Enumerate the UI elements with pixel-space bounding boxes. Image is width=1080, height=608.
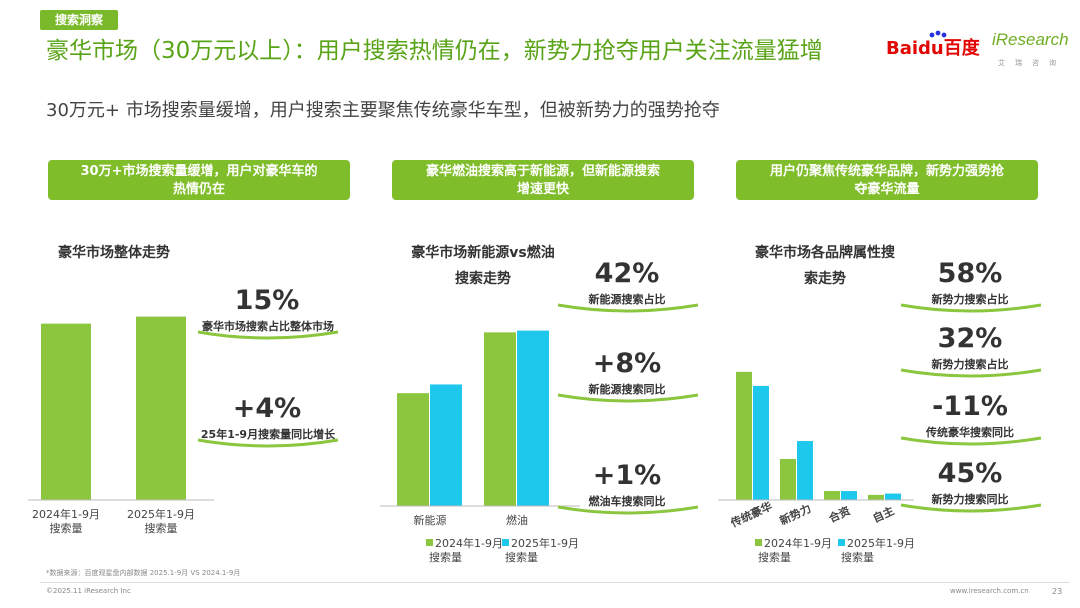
panel-2-stat-2-label: 新能源搜索同比 <box>588 383 666 396</box>
chart1-category-label-1: 2025年1-9月搜索量 <box>127 507 195 535</box>
panel-1-chart-title: 豪华市场整体走势 <box>58 245 170 261</box>
source-note: *数据来源：百度观星盘内部数据 2025.1-9月 VS 2024.1-9月 <box>46 569 241 577</box>
chart2-legend-label-0: 2024年1-9月搜索量 <box>429 536 503 564</box>
panel-1-stat-1-value: 15% <box>234 285 300 316</box>
page-number: 23 <box>1052 587 1063 596</box>
panel-2-stat-3-swoosh <box>557 505 699 515</box>
chart3-category-label-1: 新势力 <box>777 501 813 528</box>
panel-2-stat-1-swoosh <box>557 303 699 313</box>
chart2-category-label-1: 燃油 <box>506 513 528 527</box>
panel-3-stat-1-label: 新势力搜索占比 <box>931 293 1009 306</box>
chart2-legend-label-1: 2025年1-9月搜索量 <box>505 536 579 564</box>
footer-divider <box>40 582 1070 583</box>
chart3-legend-label-0: 2024年1-9月搜索量 <box>758 536 832 564</box>
iresearch-logo-sub: 艾瑞咨询 <box>998 59 1066 67</box>
panel-3-stat-4-label: 新势力搜索同比 <box>931 493 1009 506</box>
panel-3-stat-4-swoosh <box>900 503 1042 513</box>
section-tag: 搜索洞察 <box>40 10 118 30</box>
chart2-bar-1-0 <box>484 332 516 506</box>
chart3-legend-label-1: 2025年1-9月搜索量 <box>841 536 915 564</box>
panel-2-banner: 豪华燃油搜索高于新能源，但新能源搜索 增速更快 <box>392 160 694 200</box>
chart3-bar-3-1 <box>885 493 901 500</box>
website: www.iresearch.com.cn <box>950 587 1029 595</box>
panel-3-stat-4-value: 45% <box>937 458 1003 489</box>
chart3-legend-swatch-1 <box>838 539 845 546</box>
chart3-legend-swatch-0 <box>755 539 762 546</box>
chart3-bar-2-1 <box>841 491 857 500</box>
panel-3-bar-chart: 传统豪华 新势力 合资 自主 2024年1-9月搜索量 2025年1-9月搜索量 <box>718 371 915 564</box>
panel-3-banner: 用户仍聚焦传统豪华品牌，新势力强势抢 夺豪华流量 <box>736 160 1038 200</box>
chart1-bar-1 <box>136 316 186 500</box>
panel-3-stat-1-value: 58% <box>937 258 1003 289</box>
iresearch-logo: iResearch <box>992 30 1069 49</box>
baidu-logo: Baidu百度 <box>886 30 981 59</box>
chart1-category-label-0: 2024年1-9月搜索量 <box>32 507 100 535</box>
chart3-category-label-0: 传统豪华 <box>728 499 775 531</box>
chart2-category-label-0: 新能源 <box>414 513 447 527</box>
chart3-bar-2-0 <box>824 491 840 500</box>
panel-3-stat-2-swoosh <box>900 368 1042 378</box>
panel-2-stat-2-swoosh <box>557 393 699 403</box>
page-subtitle: 30万元+ 市场搜索量缓增，用户搜索主要聚焦传统豪华车型，但被新势力的强势抢夺 <box>46 100 720 121</box>
panel-3-chart-title: 豪华市场各品牌属性搜 索走势 <box>755 245 895 287</box>
panel-3-stat-2-label: 新势力搜索占比 <box>931 358 1009 371</box>
panel-1-bar-chart: 2024年1-9月搜索量 2025年1-9月搜索量 <box>28 316 214 535</box>
chart3-bar-3-0 <box>868 494 884 500</box>
chart3-category-label-2: 合资 <box>826 503 852 525</box>
chart2-legend-swatch-0 <box>426 539 433 546</box>
chart2-bar-0-1 <box>430 384 462 506</box>
page-title: 豪华市场（30万元以上）：用户搜索热情仍在，新势力抢夺用户关注流量猛增 <box>46 38 823 64</box>
panel-1-stat-2-swoosh <box>197 438 339 448</box>
panel-2-stat-1-label: 新能源搜索占比 <box>588 293 666 306</box>
panel-1-stat-1-label: 豪华市场搜索占比整体市场 <box>202 320 334 333</box>
chart3-category-label-3: 自主 <box>870 503 896 525</box>
panel-1-stat-2-value: +4% <box>232 393 302 424</box>
panel-1-stat-2-label: 25年1-9月搜索量同比增长 <box>200 428 336 441</box>
panel-1-stat-1-swoosh <box>197 330 339 340</box>
panel-3-stat-1-swoosh <box>900 303 1042 313</box>
panel-3-stat-3-swoosh <box>900 436 1042 446</box>
chart2-legend-swatch-1 <box>502 539 509 546</box>
chart2-bar-1-1 <box>517 330 549 506</box>
panel-2-stat-3-value: +1% <box>592 460 662 491</box>
copyright: ©2025.11 iResearch Inc <box>46 587 131 595</box>
panel-3-stat-3-label: 传统豪华搜索同比 <box>926 426 1014 439</box>
panel-2-chart-title: 豪华市场新能源vs燃油 搜索走势 <box>411 245 555 287</box>
chart3-bar-0-1 <box>753 385 769 500</box>
panel-2-stat-1-value: 42% <box>594 258 660 289</box>
panel-1-banner: 30万+市场搜索量缓增，用户对豪华车的 热情仍在 <box>48 160 350 200</box>
baidu-logo-text: Baidu百度 <box>886 37 981 59</box>
panel-2-stat-2-value: +8% <box>592 348 662 379</box>
panel-2-stat-3-label: 燃油车搜索同比 <box>588 495 666 508</box>
panel-3-stat-2-value: 32% <box>937 323 1003 354</box>
chart3-bar-1-0 <box>780 458 796 500</box>
chart3-bar-0-0 <box>736 371 752 500</box>
panel-3-stat-3-value: -11% <box>932 391 1008 422</box>
chart2-bar-0-0 <box>397 393 429 506</box>
chart1-bar-0 <box>41 323 91 500</box>
chart3-bar-1-1 <box>797 441 813 500</box>
